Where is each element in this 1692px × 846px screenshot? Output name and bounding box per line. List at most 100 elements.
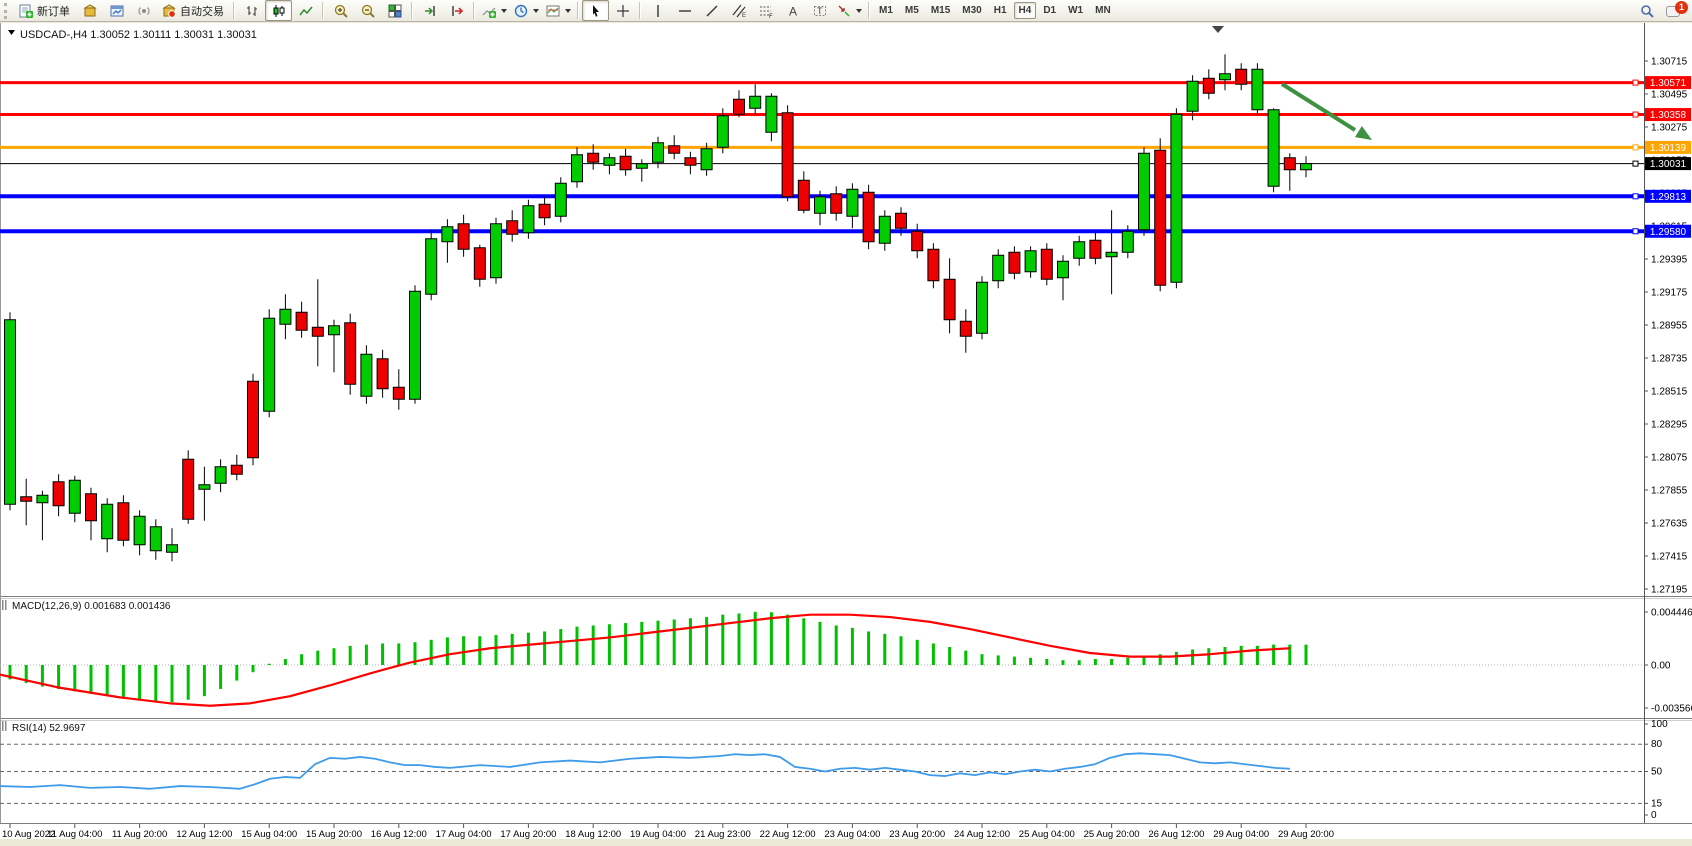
- candle: [20, 496, 33, 502]
- zoom-out-button[interactable]: [354, 0, 381, 21]
- chevron-down-icon[interactable]: [856, 8, 862, 13]
- notifications-button[interactable]: 1: [1666, 0, 1688, 19]
- candle: [1073, 241, 1086, 259]
- line-handle[interactable]: [1632, 160, 1639, 167]
- timeframe-m1-button[interactable]: M1: [879, 5, 893, 16]
- rsi-line[interactable]: [0, 752, 1291, 790]
- candle: [733, 98, 745, 115]
- candle: [1283, 157, 1296, 171]
- chevron-down-icon[interactable]: [533, 8, 539, 13]
- toolbar-grip[interactable]: [4, 2, 10, 19]
- pane-grip[interactable]: [2, 600, 4, 610]
- line-handle[interactable]: [1632, 79, 1639, 86]
- candle: [700, 148, 713, 171]
- pane-grip[interactable]: [2, 721, 4, 731]
- candle: [635, 163, 648, 169]
- timeframe-m30-button[interactable]: M30: [962, 5, 982, 16]
- candle: [959, 320, 972, 337]
- indicators-icon: [482, 7, 496, 18]
- zoom-in-button[interactable]: [327, 0, 354, 21]
- candle: [619, 155, 632, 171]
- line-handle[interactable]: [1632, 228, 1639, 235]
- candle: [441, 226, 454, 243]
- draw-text-button[interactable]: A: [779, 0, 806, 21]
- pane-grip[interactable]: [5, 600, 7, 610]
- macd-signal-line[interactable]: [0, 613, 1291, 707]
- candle: [1089, 239, 1102, 259]
- timeframe-h4-button[interactable]: H4: [1013, 2, 1037, 19]
- timeframe-m5-button[interactable]: M5: [904, 5, 919, 16]
- chart-shift-marker[interactable]: [1212, 26, 1224, 33]
- timeframe-m15-button[interactable]: M15: [930, 5, 951, 16]
- draw-trendline-button[interactable]: [698, 0, 725, 21]
- new-order-button[interactable]: 新订单: [14, 0, 76, 21]
- line-handle[interactable]: [1632, 193, 1639, 200]
- price-tick-label: 1.29175: [1651, 288, 1688, 299]
- candle: [490, 223, 502, 279]
- candle: [895, 212, 907, 229]
- horizontal-line-icon: [678, 9, 691, 12]
- timeframe-d1-button[interactable]: D1: [1043, 5, 1057, 16]
- templates-button[interactable]: [542, 0, 574, 21]
- candle: [182, 458, 195, 520]
- candle: [376, 358, 389, 390]
- line-handle[interactable]: [1632, 144, 1639, 151]
- bar-chart-button[interactable]: [238, 0, 265, 21]
- main-toolbar: 新订单 自动交易 E F A T M1 M5 M15 M30 H1 H4 D1 W1 MN 1: [0, 0, 1692, 22]
- cursor-button[interactable]: [582, 0, 609, 21]
- price-tick-label: 1.28295: [1651, 420, 1688, 431]
- candle: [587, 152, 600, 163]
- svg-text:E: E: [742, 13, 746, 19]
- candle: [1170, 113, 1183, 283]
- rsi-tick-label: 50: [1651, 767, 1663, 778]
- candle-chart-button[interactable]: [265, 0, 292, 21]
- draw-channel-button[interactable]: E: [725, 0, 752, 21]
- draw-fibonacci-button[interactable]: F: [752, 0, 779, 21]
- fibonacci-icon: F: [759, 6, 773, 19]
- time-tick-label: 17 Aug 20:00: [500, 829, 556, 840]
- indicators-button[interactable]: [478, 0, 510, 21]
- candle: [765, 95, 778, 133]
- new-chart-button[interactable]: [103, 0, 130, 21]
- time-tick-label: 19 Aug 04:00: [630, 829, 686, 840]
- draw-label-button[interactable]: T: [806, 0, 833, 21]
- label-icon: T: [813, 5, 826, 16]
- trend-arrow-annotation[interactable]: [1280, 82, 1357, 132]
- periods-button[interactable]: [510, 0, 542, 21]
- auto-trading-button-label: 自动交易: [180, 5, 224, 18]
- signals-button[interactable]: [130, 0, 157, 21]
- price-tick-label: 1.29395: [1651, 255, 1688, 266]
- time-tick-label: 25 Aug 20:00: [1084, 829, 1140, 840]
- tile-windows-button[interactable]: [381, 0, 408, 21]
- candle: [992, 254, 1005, 282]
- search-button[interactable]: [1633, 0, 1660, 21]
- autotrade-icon: [162, 3, 176, 18]
- chevron-down-icon[interactable]: [565, 8, 571, 13]
- time-tick-label: 22 Aug 12:00: [760, 829, 816, 840]
- timeframe-h1-button[interactable]: H1: [993, 5, 1007, 16]
- auto-scroll-button[interactable]: [416, 0, 443, 21]
- crosshair-button[interactable]: [609, 0, 636, 21]
- line-chart-button[interactable]: [292, 0, 319, 21]
- candle: [538, 203, 551, 219]
- trend-arrow-head[interactable]: [1354, 126, 1372, 140]
- pane-grip[interactable]: [5, 721, 7, 731]
- chevron-down-icon[interactable]: [501, 8, 507, 13]
- timeframe-w1-button[interactable]: W1: [1068, 5, 1084, 16]
- candle: [1154, 149, 1167, 286]
- timeframe-mn-button[interactable]: MN: [1095, 5, 1111, 16]
- candle: [554, 182, 567, 217]
- draw-vline-button[interactable]: [644, 0, 671, 21]
- candle: [360, 353, 373, 397]
- draw-arrows-button[interactable]: [833, 0, 865, 21]
- auto-trading-button[interactable]: 自动交易: [157, 0, 230, 21]
- candle: [247, 380, 259, 459]
- chart-menu-arrow-icon[interactable]: [8, 30, 15, 35]
- rsi-label: RSI(14) 52.9697: [12, 723, 86, 734]
- market-watch-button[interactable]: [76, 0, 103, 21]
- chart-shift-button[interactable]: [443, 0, 470, 21]
- toolbar-separator: [322, 2, 324, 19]
- draw-hline-button[interactable]: [671, 0, 698, 21]
- line-handle[interactable]: [1632, 111, 1639, 118]
- chart-shift-icon: [451, 5, 463, 16]
